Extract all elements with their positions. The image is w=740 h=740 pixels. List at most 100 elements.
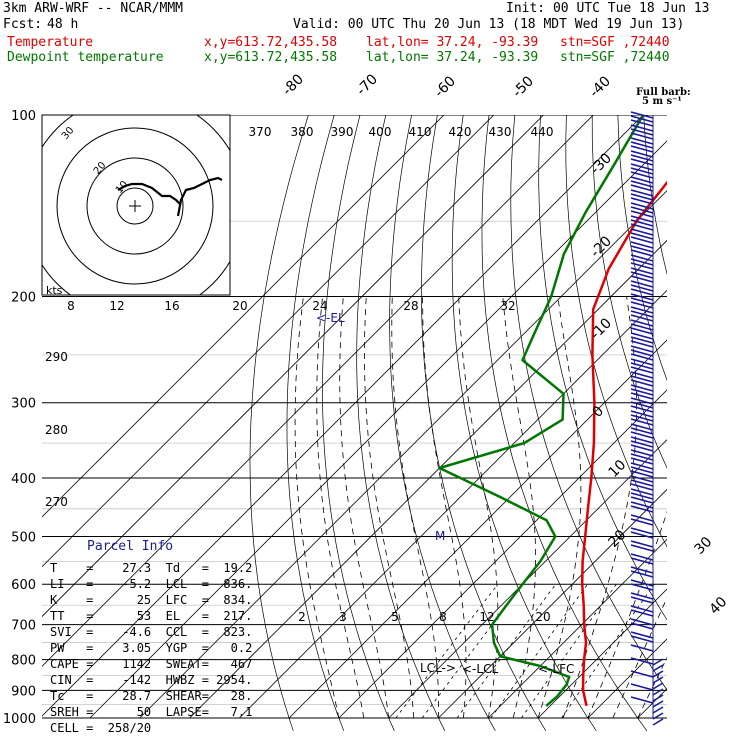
wind-barb bbox=[630, 423, 654, 439]
barb-flag bbox=[630, 609, 654, 617]
isotherm-label: 30 bbox=[692, 534, 716, 558]
barb-flag bbox=[630, 288, 654, 296]
barb-flag bbox=[652, 694, 664, 702]
wind-barb bbox=[630, 462, 654, 478]
wind-barb bbox=[630, 150, 654, 166]
dry-adiabat bbox=[695, 115, 740, 731]
barb-flag bbox=[630, 566, 654, 574]
barb-flag bbox=[630, 427, 654, 435]
barb-flag bbox=[630, 150, 654, 158]
barb-flag bbox=[630, 353, 654, 361]
dry-adiabat bbox=[510, 115, 667, 691]
barb-flag bbox=[630, 410, 654, 418]
theta-e-label: 380 bbox=[291, 125, 314, 139]
pressure-label-200: 200 bbox=[11, 291, 36, 306]
barb-flag bbox=[630, 258, 654, 266]
barb-flag bbox=[630, 314, 654, 322]
parcel-row-li: LI = -5.2 LCL = 836. bbox=[50, 577, 253, 591]
pressure-label-1000: 1000 bbox=[3, 712, 36, 727]
barb-flag bbox=[630, 323, 654, 331]
barb-flag bbox=[630, 436, 654, 444]
moist-adiabat bbox=[458, 296, 499, 719]
pressure-label-800: 800 bbox=[11, 654, 36, 669]
barb-flag bbox=[630, 505, 654, 513]
barb-flag bbox=[630, 180, 654, 188]
isotherm bbox=[42, 115, 545, 618]
mixing-ratio-line bbox=[521, 583, 617, 719]
parcel-row-sreh: SREH = 50 LAPSE= 7.1 bbox=[50, 705, 253, 719]
wind-barb bbox=[630, 397, 654, 413]
barb-flag bbox=[630, 223, 654, 231]
kts-tick-label: 20 bbox=[232, 299, 247, 313]
barb-flag bbox=[630, 570, 654, 578]
speed-ring bbox=[56, 127, 214, 285]
wind-barb bbox=[630, 111, 654, 127]
barb-flag bbox=[630, 531, 654, 539]
barb-flag bbox=[630, 449, 654, 457]
moist-adiabat bbox=[364, 296, 414, 719]
marker-label: <-LCL bbox=[462, 662, 498, 676]
barb-flag bbox=[630, 644, 654, 652]
barb-flag bbox=[630, 245, 654, 253]
parcel-row-cin: CIN = -142 HWBZ = 2954. bbox=[50, 673, 253, 687]
barb-flag bbox=[630, 362, 654, 370]
barb-flag bbox=[652, 712, 664, 720]
moist-adiabat bbox=[339, 296, 390, 719]
barb-flag bbox=[630, 189, 654, 197]
barb-flag bbox=[630, 518, 654, 526]
mixing-ratio-line bbox=[421, 583, 524, 719]
barb-flag bbox=[630, 158, 654, 166]
parcel-row-tc: Tc = 28.7 SHEAR= 28. bbox=[50, 689, 253, 703]
dry-adiabat bbox=[389, 115, 496, 731]
temperature-xy: x,y=613.72,435.58 bbox=[204, 35, 338, 50]
barb-flag bbox=[630, 115, 654, 123]
wind-barb bbox=[630, 215, 654, 231]
barb-flag bbox=[630, 262, 654, 270]
barb-flag bbox=[630, 527, 654, 535]
barb-flag bbox=[652, 658, 664, 666]
wind-barb bbox=[630, 618, 654, 630]
dewpoint-xy: x,y=613.72,435.58 bbox=[204, 50, 338, 65]
wind-barb bbox=[630, 306, 654, 322]
barb-flag bbox=[630, 267, 654, 275]
barb-flag bbox=[630, 176, 654, 184]
barb-flag bbox=[630, 219, 654, 227]
kts-tick-label: 8 bbox=[67, 299, 75, 313]
wind-barb bbox=[630, 683, 654, 691]
barb-flag bbox=[630, 631, 654, 639]
barb-flag bbox=[630, 228, 654, 236]
barb-flag bbox=[630, 349, 654, 357]
barb-flag bbox=[630, 557, 654, 565]
isotherm-label: -80 bbox=[280, 71, 307, 98]
barb-flag bbox=[652, 688, 664, 696]
isotherm bbox=[42, 115, 495, 568]
wind-barb bbox=[630, 202, 654, 218]
barb-flag bbox=[630, 371, 654, 379]
isotherm bbox=[488, 538, 667, 719]
dry-adiabat bbox=[249, 115, 309, 731]
kts-label: kts bbox=[46, 284, 63, 297]
barb-flag bbox=[630, 197, 654, 205]
barb-flag bbox=[630, 145, 654, 153]
barb-flag bbox=[630, 418, 654, 426]
barb-flag bbox=[630, 622, 654, 630]
temperature-line bbox=[580, 180, 667, 707]
mixing-ratio-line bbox=[395, 583, 499, 719]
grid-layer bbox=[42, 115, 740, 731]
barb-flag bbox=[630, 163, 654, 171]
hodograph-rings bbox=[42, 115, 230, 295]
barb-flag bbox=[630, 297, 654, 305]
theta-label: 270 bbox=[45, 495, 68, 509]
wind-barb bbox=[630, 501, 654, 513]
barb-flag bbox=[630, 336, 654, 344]
theta-e-label: 370 bbox=[249, 125, 272, 139]
barb-flag bbox=[630, 392, 654, 400]
wind-barb bbox=[630, 436, 654, 452]
barb-flag bbox=[630, 366, 654, 374]
barb-flag bbox=[630, 618, 654, 626]
barb-flag bbox=[652, 718, 664, 726]
barb-flag bbox=[630, 440, 654, 448]
barb-flag bbox=[630, 384, 654, 392]
dry-adiabat bbox=[617, 115, 667, 381]
